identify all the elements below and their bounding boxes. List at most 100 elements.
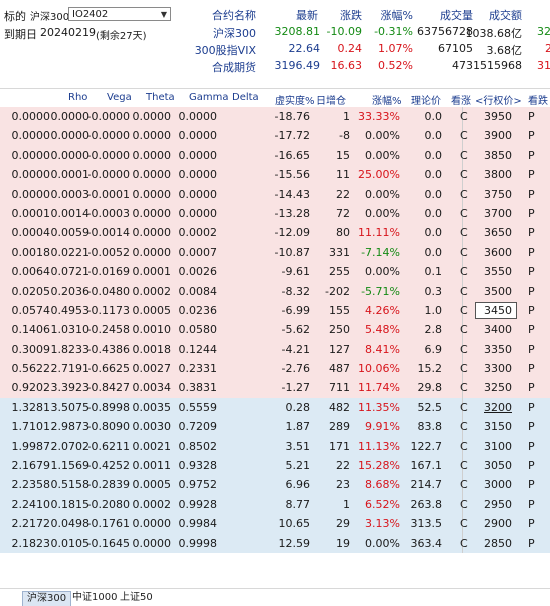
table-row[interactable]: 0.3009 1.8233 -0.4386 0.0018 0.1244 -4.21 127 8… xyxy=(0,339,550,360)
cell-call[interactable]: C xyxy=(460,129,468,143)
cell-strike[interactable]: 3500 xyxy=(484,284,512,298)
table-row[interactable]: 2.1679 1.1569 -0.4252 0.0011 0.9328 5.21 22 15.… xyxy=(0,456,550,476)
cell-strike[interactable]: 3000 xyxy=(484,478,512,492)
table-row[interactable]: 0.5622 2.7191 -0.6625 0.0027 0.2331 -2.76 487 1… xyxy=(0,359,550,379)
cell-call[interactable]: C xyxy=(460,478,468,492)
col-moneyness[interactable]: 虚实度% xyxy=(275,96,315,107)
cell-put[interactable]: P xyxy=(528,497,535,511)
col-theo[interactable]: 理论价 xyxy=(411,96,441,107)
cell-strike[interactable]: 3900 xyxy=(484,129,512,143)
cell-call[interactable]: C xyxy=(460,148,468,162)
quote-row[interactable]: 300股指VIX 22.64 0.24 1.07% 67105 3.68亿 2 xyxy=(190,42,550,58)
table-row[interactable]: 0.1406 1.0310 -0.2458 0.0010 0.0580 -5.62 250 5… xyxy=(0,320,550,340)
cell-call[interactable]: C xyxy=(460,323,468,337)
cell-call[interactable]: C xyxy=(460,226,468,240)
table-row[interactable]: 2.1823 0.0105 -0.1645 0.0000 0.9998 12.59 19 0.… xyxy=(0,533,550,553)
table-row[interactable]: 0.0000 0.0000 -0.0000 0.0000 0.0000 -16.65 15 0… xyxy=(0,145,550,166)
col-gamma[interactable]: Gamma xyxy=(189,92,229,103)
cell-call[interactable]: C xyxy=(460,517,468,531)
cell-put[interactable]: P xyxy=(528,168,535,182)
table-row[interactable]: 0.0004 0.0059 -0.0014 0.0000 0.0002 -12.09 80 1… xyxy=(0,223,550,243)
cell-strike[interactable]: 2900 xyxy=(484,517,512,531)
table-row[interactable]: 1.9987 2.0702 -0.6211 0.0021 0.8502 3.51 171 11… xyxy=(0,436,550,457)
col-theta[interactable]: Theta xyxy=(146,92,175,103)
cell-call[interactable]: C xyxy=(460,245,468,259)
chevron-down-icon[interactable]: ▼ xyxy=(160,10,167,19)
table-row[interactable]: 0.0000 0.0003 -0.0001 0.0000 0.0000 -14.43 22 0… xyxy=(0,184,550,204)
cell-strike[interactable]: 3600 xyxy=(484,245,512,259)
cell-strike[interactable]: 3250 xyxy=(484,381,512,395)
cell-strike[interactable]: 3750 xyxy=(484,187,512,201)
quote-row[interactable]: 沪深300 3208.81 -10.09 -0.31% 63756728 103… xyxy=(190,25,550,41)
cell-put[interactable]: P xyxy=(528,265,535,279)
table-row[interactable]: 0.9202 3.3923 -0.8427 0.0034 0.3831 -1.27 711 1… xyxy=(0,378,550,398)
cell-strike[interactable]: 3700 xyxy=(484,206,512,220)
cell-call[interactable]: C xyxy=(460,362,468,376)
tab-zz1000[interactable]: 中证1000 xyxy=(72,592,118,603)
table-row[interactable]: 0.0064 0.0721 -0.0169 0.0001 0.0026 -9.61 255 0… xyxy=(0,262,550,282)
table-row[interactable]: 0.0574 0.4953 -0.1173 0.0005 0.0236 -6.99 155 4… xyxy=(0,300,550,321)
col-strike[interactable]: <行权价> xyxy=(475,96,522,107)
cell-call[interactable]: C xyxy=(460,381,468,395)
cell-call[interactable]: C xyxy=(460,459,468,473)
cell-put[interactable]: P xyxy=(528,323,535,337)
table-row[interactable]: 0.0018 0.0221 -0.0052 0.0000 0.0007 -10.87 331… xyxy=(0,242,550,263)
cell-put[interactable]: P xyxy=(528,110,535,123)
table-row[interactable]: 0.0000 0.0000 -0.0000 0.0000 0.0000 -17.72 -8 0… xyxy=(0,126,550,146)
cell-call[interactable]: C xyxy=(460,206,468,220)
cell-call[interactable]: C xyxy=(460,497,468,511)
tab-sz50[interactable]: 上证50 xyxy=(120,592,153,603)
cell-strike[interactable]: 2850 xyxy=(484,536,512,550)
cell-strike[interactable]: 2950 xyxy=(484,497,512,511)
col-oi-change[interactable]: 日增仓 xyxy=(316,96,346,107)
table-row[interactable]: 2.2172 0.0498 -0.1761 0.0000 0.9984 10.65 29 3.… xyxy=(0,514,550,534)
cell-put[interactable]: P xyxy=(528,284,535,298)
cell-strike[interactable]: 3350 xyxy=(484,342,512,356)
quote-row[interactable]: 合成期货 3196.49 16.63 0.52% 473 1515968 318 xyxy=(190,59,550,75)
col-delta[interactable]: Delta xyxy=(232,92,259,103)
col-rho[interactable]: Rho xyxy=(68,92,88,103)
cell-call[interactable]: C xyxy=(460,187,468,201)
cell-call[interactable]: C xyxy=(460,420,468,434)
cell-call[interactable]: C xyxy=(460,303,468,317)
cell-call[interactable]: C xyxy=(460,265,468,279)
table-row[interactable]: 2.2358 0.5158 -0.2839 0.0005 0.9752 6.96 23 8.6… xyxy=(0,475,550,495)
cell-put[interactable]: P xyxy=(528,303,535,317)
table-row[interactable]: 0.0205 0.2036 -0.0480 0.0002 0.0084 -8.32 -202… xyxy=(0,281,550,301)
table-row[interactable]: 0.0000 0.0000 -0.0000 0.0000 0.0000 -18.76 1 33… xyxy=(0,107,550,127)
cell-strike[interactable]: 3050 xyxy=(484,459,512,473)
cell-put[interactable]: P xyxy=(528,381,535,395)
cell-strike[interactable]: 3800 xyxy=(484,168,512,182)
cell-strike[interactable]: 3550 xyxy=(484,265,512,279)
cell-put[interactable]: P xyxy=(528,129,535,143)
cell-call[interactable]: C xyxy=(460,110,468,123)
tab-hs300[interactable]: 沪深300 xyxy=(22,591,72,606)
cell-strike[interactable]: 3200 xyxy=(484,400,512,414)
cell-strike[interactable]: 3300 xyxy=(484,362,512,376)
cell-call[interactable]: C xyxy=(460,342,468,356)
cell-call[interactable]: C xyxy=(460,536,468,550)
table-row[interactable]: 0.0001 0.0014 -0.0003 0.0000 0.0000 -13.28 72 0… xyxy=(0,203,550,224)
table-row[interactable]: 1.3281 3.5075 -0.8998 0.0035 0.5559 0.28 482 11… xyxy=(0,397,550,418)
cell-put[interactable]: P xyxy=(528,536,535,550)
cell-put[interactable]: P xyxy=(528,245,535,259)
cell-put[interactable]: P xyxy=(528,478,535,492)
cell-put[interactable]: P xyxy=(528,342,535,356)
cell-put[interactable]: P xyxy=(528,206,535,220)
col-vega[interactable]: Vega xyxy=(107,92,132,103)
contract-select[interactable]: IO2402 ▼ xyxy=(68,7,171,21)
cell-strike[interactable]: 3100 xyxy=(484,439,512,453)
cell-put[interactable]: P xyxy=(528,459,535,473)
cell-put[interactable]: P xyxy=(528,148,535,162)
cell-put[interactable]: P xyxy=(528,420,535,434)
table-row[interactable]: 0.0000 0.0001 -0.0000 0.0000 0.0000 -15.56 11 2… xyxy=(0,165,550,185)
cell-put[interactable]: P xyxy=(528,362,535,376)
cell-call[interactable]: C xyxy=(460,439,468,453)
cell-strike[interactable]: 3400 xyxy=(484,323,512,337)
cell-strike[interactable]: 3450 xyxy=(484,303,512,317)
cell-strike[interactable]: 3150 xyxy=(484,420,512,434)
table-row[interactable]: 2.2410 0.1815 -0.2080 0.0002 0.9928 8.77 1 6.52… xyxy=(0,494,550,515)
cell-call[interactable]: C xyxy=(460,400,468,414)
cell-call[interactable]: C xyxy=(460,168,468,182)
cell-strike[interactable]: 3850 xyxy=(484,148,512,162)
